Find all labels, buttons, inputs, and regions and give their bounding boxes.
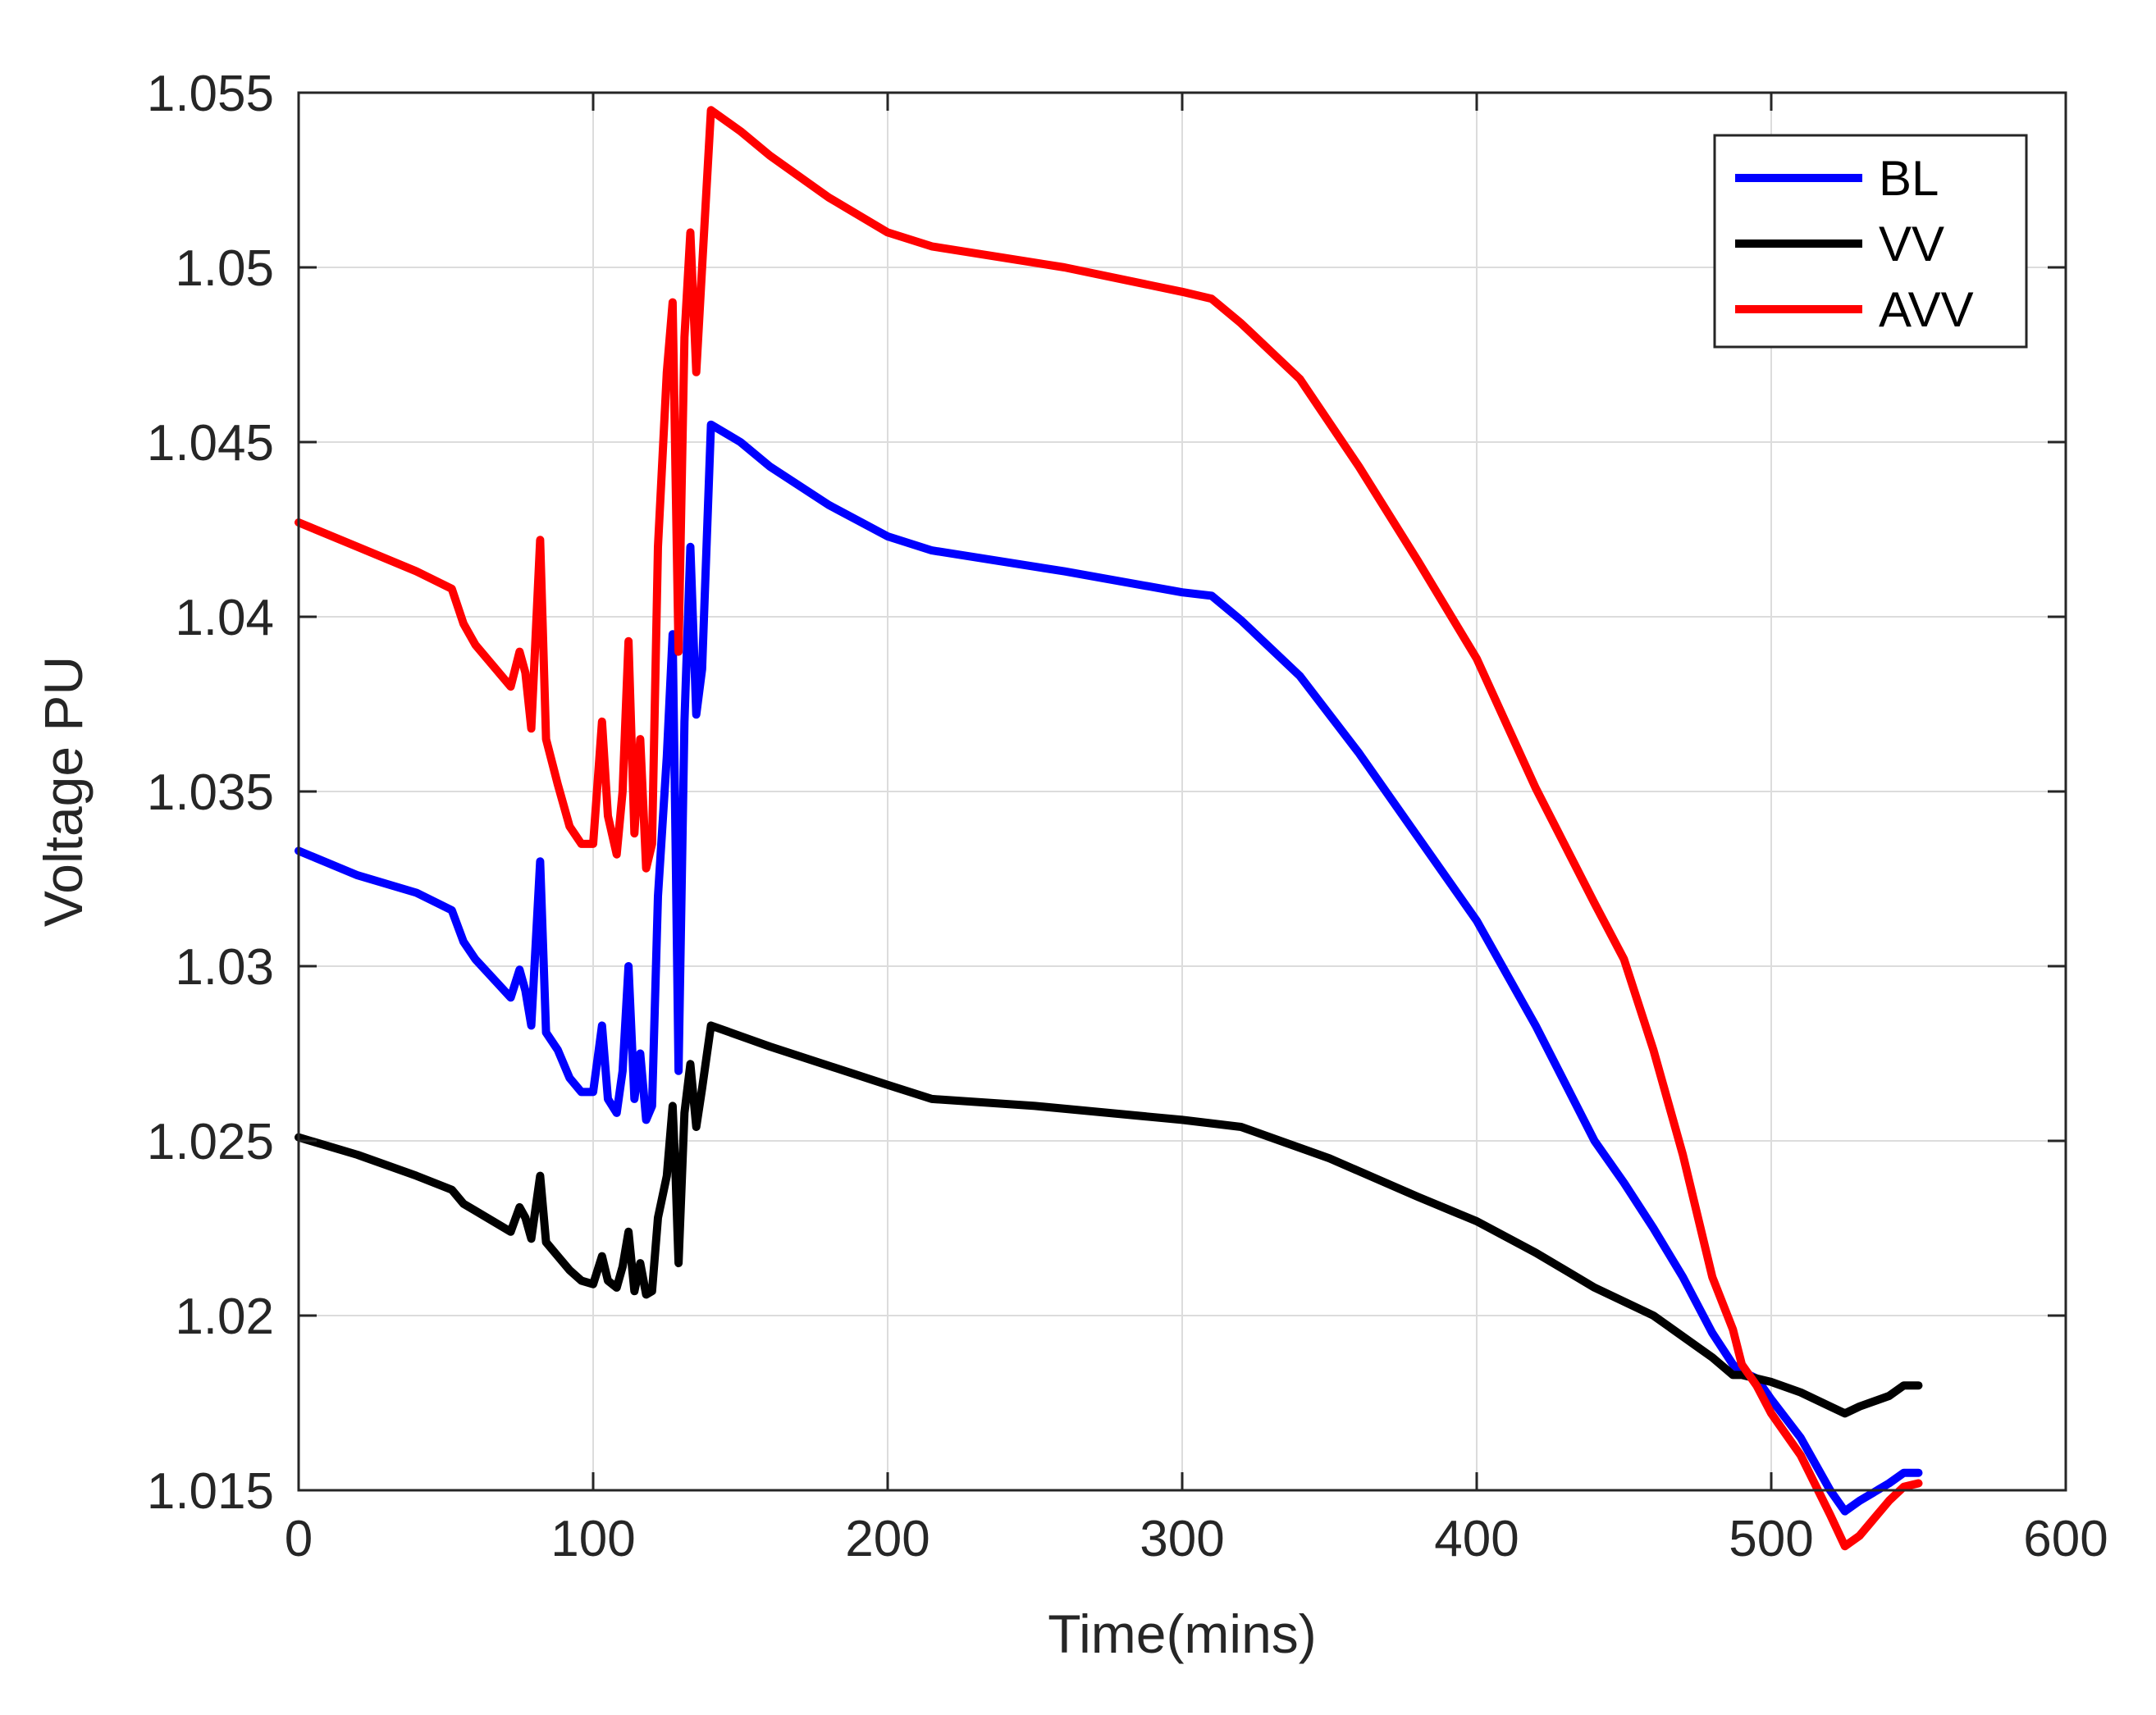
- y-tick-label: 1.015: [147, 1463, 274, 1520]
- y-tick-label: 1.035: [147, 764, 274, 821]
- series-line-vv: [295, 1021, 1923, 1418]
- y-tick-label: 1.03: [175, 939, 274, 996]
- legend: BL VV AVV: [1713, 134, 2028, 349]
- x-axis-ticks: 0 100 200 300 400 500 600: [285, 93, 2108, 1567]
- series-line-avv: [295, 106, 1923, 1551]
- x-tick-label: 200: [845, 1511, 930, 1567]
- x-tick-label: 300: [1140, 1511, 1224, 1567]
- y-tick-label: 1.05: [175, 240, 274, 297]
- series-layer: [295, 106, 1923, 1551]
- y-tick-label: 1.055: [147, 66, 274, 122]
- x-tick-label: 500: [1729, 1511, 1813, 1567]
- series-line-bl: [295, 420, 1923, 1516]
- y-tick-label: 1.04: [175, 590, 274, 646]
- y-tick-label: 1.025: [147, 1114, 274, 1170]
- y-axis-title: Voltage PU: [33, 656, 94, 927]
- x-tick-label: 100: [550, 1511, 635, 1567]
- x-tick-label: 400: [1434, 1511, 1519, 1567]
- legend-label-avv: AVV: [1879, 282, 1974, 337]
- x-tick-label: 600: [2023, 1511, 2108, 1567]
- legend-items: BL VV AVV: [1735, 151, 1974, 337]
- y-tick-label: 1.045: [147, 415, 274, 472]
- x-axis-title: Time(mins): [1048, 1603, 1317, 1664]
- y-axis-ticks: 1.015 1.02 1.025 1.03 1.035 1.04 1.045 1.05 1.05…: [147, 66, 2066, 1520]
- x-tick-label: 0: [285, 1511, 313, 1567]
- legend-label-bl: BL: [1879, 151, 1939, 206]
- y-tick-label: 1.02: [175, 1289, 274, 1345]
- legend-label-vv: VV: [1879, 217, 1944, 271]
